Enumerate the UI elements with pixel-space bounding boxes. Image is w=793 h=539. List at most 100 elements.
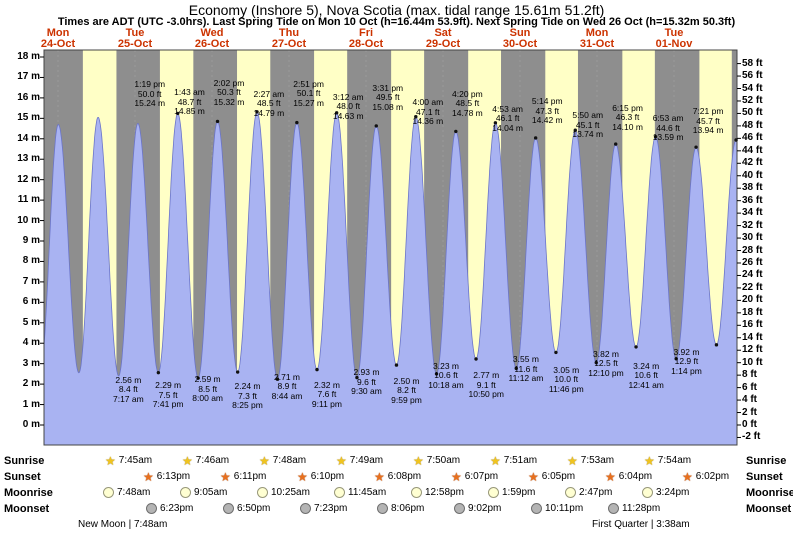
tide-extreme-marker <box>235 370 240 374</box>
sunset-time: 6:10pm <box>310 471 345 482</box>
moonset-time: 10:11pm <box>545 503 584 514</box>
sunset-star-icon: ★ <box>143 469 154 484</box>
y-axis-left-label: 0 m <box>22 419 40 430</box>
low-tide-label: 2.56 m 8.4 ft 7:17 am <box>112 374 144 404</box>
y-axis-left-label: 11 m <box>17 194 40 206</box>
tide-extreme-marker <box>533 136 538 140</box>
moonset-entry: 9:02pm <box>454 502 501 515</box>
moon-phase-first-quarter: First Quarter | 3:38am <box>592 519 690 530</box>
low-tide-label: 3.05 m 10.0 ft 11:46 pm <box>548 364 584 394</box>
moonset-circle-icon <box>146 503 157 514</box>
y-axis-right-label: 28 ft <box>742 244 763 256</box>
y-axis-left-label: 7 m <box>22 275 40 287</box>
y-axis-right-label: 52 ft <box>742 94 763 106</box>
high-tide-label: 2:02 pm 50.3 ft 15.32 m <box>213 77 245 107</box>
moonrise-entry: 9:05am <box>180 486 227 499</box>
low-tide-label: 2.32 m 7.6 ft 9:11 pm <box>311 379 342 409</box>
y-axis-right-label: 48 ft <box>742 119 763 131</box>
moonrise-time: 9:05am <box>194 487 228 498</box>
high-tide-label: 3:31 pm 49.5 ft 15.08 m <box>372 82 404 112</box>
chart-title: Economy (Inshore 5), Nova Scotia (max. t… <box>188 2 605 18</box>
moonrise-circle-icon <box>103 487 114 498</box>
moonrise-circle-icon <box>411 487 422 498</box>
low-tide-label: 3.24 m 10.6 ft 12:41 am <box>628 360 664 390</box>
tide-extreme-marker <box>176 111 180 116</box>
sunrise-entry: ★ 7:46am <box>182 454 229 467</box>
moonset-entry: 6:50pm <box>223 502 270 515</box>
sunset-time: 6:05pm <box>541 471 576 482</box>
y-axis-right-label: -2 ft <box>742 431 761 443</box>
sunset-time: 6:11pm <box>233 471 267 482</box>
sunset-entry: ★ 6:05pm <box>528 470 575 483</box>
sunset-time: 6:04pm <box>618 471 653 482</box>
sunrise-star-icon: ★ <box>259 453 270 468</box>
tide-extreme-marker <box>554 350 558 355</box>
tide-extreme-marker <box>694 145 698 149</box>
tide-curve-area <box>44 111 737 446</box>
sunset-entry: ★ 6:10pm <box>297 470 344 483</box>
y-axis-right-label: 24 ft <box>742 269 763 281</box>
tide-extreme-marker <box>614 142 618 146</box>
sunset-star-icon: ★ <box>528 469 539 484</box>
sunrise-time: 7:46am <box>195 455 230 466</box>
astro-row-label-right: Moonrise <box>746 487 793 499</box>
astro-row-label-right: Sunrise <box>746 455 787 467</box>
sunrise-time: 7:45am <box>118 455 153 466</box>
y-axis-right-label: 6 ft <box>742 381 757 393</box>
low-tide-label: 3.82 m 12.5 ft 12:10 pm <box>588 348 624 378</box>
sunrise-star-icon: ★ <box>644 453 655 468</box>
low-tide-label: 2.59 m 8.5 ft 8:00 am <box>192 374 224 404</box>
sunset-entry: ★ 6:11pm <box>220 470 266 483</box>
sunrise-star-icon: ★ <box>490 453 501 468</box>
y-axis-left-label: 9 m <box>22 235 40 246</box>
sunset-time: 6:02pm <box>695 471 730 482</box>
y-axis-left-label: 13 m <box>17 153 40 165</box>
y-axis-right-label: 14 ft <box>742 331 763 343</box>
sunrise-entry: ★ 7:53am <box>567 454 614 467</box>
tide-extreme-marker <box>594 360 598 365</box>
sunrise-star-icon: ★ <box>182 453 193 468</box>
moonset-time: 9:02pm <box>468 503 502 514</box>
y-axis-left-label: 6 m <box>22 296 40 308</box>
tide-extreme-marker <box>454 129 458 134</box>
tide-extreme-marker <box>493 121 498 125</box>
y-axis-left-label: 1 m <box>22 398 40 410</box>
y-axis-left-label: 10 m <box>17 214 40 226</box>
sunrise-entry: ★ 7:45am <box>105 454 152 467</box>
moonrise-circle-icon <box>565 487 576 498</box>
y-axis-right-label: 42 ft <box>742 157 763 169</box>
tide-extreme-marker <box>315 367 319 372</box>
low-tide-label: 3.23 m 10.6 ft 10:18 am <box>428 360 464 390</box>
moonset-time: 6:50pm <box>237 503 271 514</box>
moonset-time: 11:28pm <box>622 503 661 514</box>
tide-extreme-marker <box>734 138 738 142</box>
tide-extreme-marker <box>674 357 678 361</box>
sunrise-star-icon: ★ <box>413 453 424 468</box>
tide-extreme-marker <box>295 120 299 125</box>
y-axis-left-label: 17 m <box>17 71 40 83</box>
moonrise-entry: 2:47pm <box>565 486 612 499</box>
tide-extreme-marker <box>255 110 259 114</box>
sunrise-entry: ★ 7:48am <box>259 454 306 467</box>
sunrise-time: 7:53am <box>580 455 615 466</box>
sunset-star-icon: ★ <box>297 469 308 484</box>
y-axis-right-label: 34 ft <box>742 207 763 219</box>
tide-extreme-marker <box>474 357 478 361</box>
tide-extreme-marker <box>374 124 378 128</box>
sunset-star-icon: ★ <box>451 469 462 484</box>
tide-extreme-marker <box>514 366 518 371</box>
tide-extreme-marker <box>573 128 577 132</box>
low-tide-label: 2.24 m 7.3 ft 8:25 pm <box>232 381 263 411</box>
tide-extreme-marker <box>634 345 638 349</box>
low-tide-label: 2.93 m 9.6 ft 9:30 am <box>351 367 382 397</box>
sunrise-time: 7:50am <box>426 455 461 466</box>
low-tide-label: 2.29 m 7.5 ft 7:41 pm <box>152 380 184 410</box>
moonrise-time: 10:25am <box>271 487 310 498</box>
tide-extreme-marker <box>414 115 418 119</box>
sunset-star-icon: ★ <box>374 469 385 484</box>
tide-extreme-marker <box>653 135 658 139</box>
y-axis-right-label: 32 ft <box>742 219 763 231</box>
high-tide-label: 6:53 am 44.6 ft 13.59 m <box>652 113 684 143</box>
